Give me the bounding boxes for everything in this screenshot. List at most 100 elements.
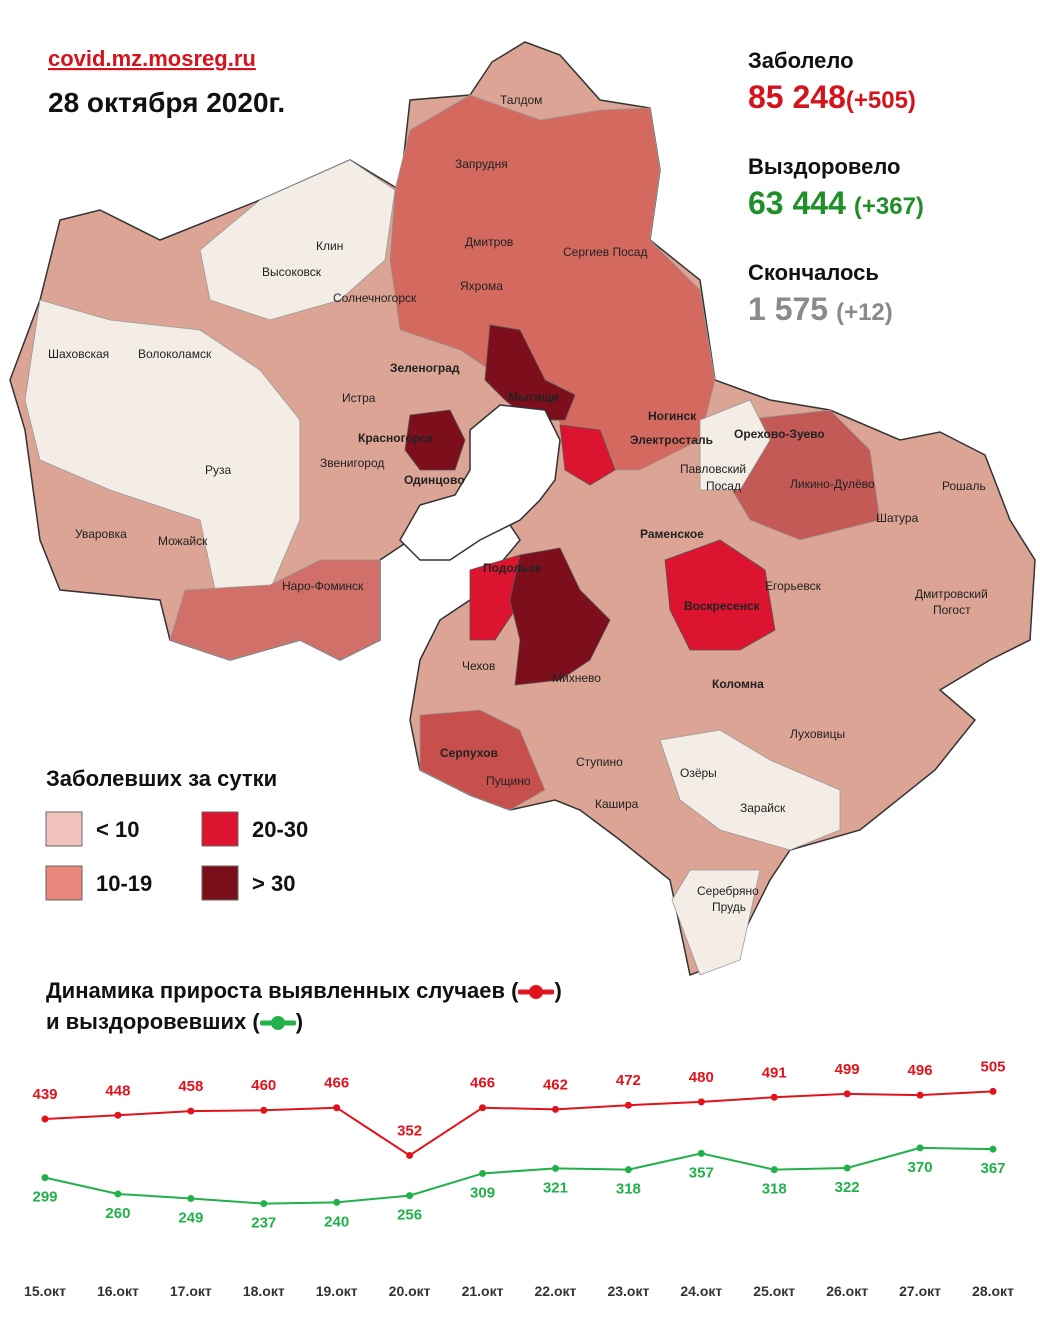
x-tick-label: 18.окт (243, 1283, 285, 1299)
city-label: Озёры (680, 766, 717, 780)
point (989, 1087, 997, 1095)
value-label: 499 (835, 1061, 860, 1078)
city-label: Дмитров (465, 235, 513, 249)
city-label: Высоковск (262, 265, 322, 279)
city-label: Раменское (640, 527, 704, 541)
stat-label: Выздоровело (748, 154, 901, 179)
legend-marker-dot (270, 1016, 285, 1031)
x-tick-label: 25.окт (753, 1283, 795, 1299)
legend-swatch (45, 865, 83, 901)
value-label: 367 (980, 1160, 1005, 1177)
point (114, 1190, 122, 1198)
value-label: 480 (689, 1069, 714, 1086)
x-tick-label: 26.окт (826, 1283, 868, 1299)
map-region (559, 424, 616, 486)
city-label: Рошаль (942, 479, 986, 493)
city-label: Михнево (552, 671, 601, 685)
map-region (659, 729, 841, 851)
value-label: 472 (616, 1072, 641, 1089)
x-tick-label: 23.окт (607, 1283, 649, 1299)
moscow (399, 404, 561, 561)
value-label: 322 (835, 1179, 860, 1196)
city-label: Шатура (876, 511, 919, 525)
city-label: Руза (205, 463, 232, 477)
legend-name: Динамика прироста выявленных случаев (46, 978, 506, 1003)
legend-label: > 30 (252, 871, 295, 896)
x-tick-label: 21.окт (462, 1283, 504, 1299)
city-label: Зеленоград (390, 361, 460, 375)
value-label: 260 (105, 1205, 130, 1222)
city-label: Клин (316, 239, 343, 253)
point (989, 1145, 997, 1153)
city-label: Чехов (462, 659, 495, 673)
value-label: 240 (324, 1213, 349, 1230)
city-label: Прудь (712, 900, 746, 914)
x-tick-label: 17.окт (170, 1283, 212, 1299)
city-label: Ногинск (648, 409, 697, 423)
map-region (671, 869, 761, 976)
stat-number: 1 575 (748, 291, 828, 327)
value-label: 460 (251, 1077, 276, 1094)
point (114, 1111, 122, 1119)
point (187, 1107, 195, 1115)
point (551, 1105, 559, 1113)
city-label: Наро-Фоминск (282, 579, 364, 593)
date: 28 октября 2020г. (48, 87, 285, 118)
map-region (419, 709, 546, 811)
legend-entry: и выздоровевших () (46, 1006, 562, 1037)
value-label: 318 (616, 1181, 641, 1198)
site-link[interactable]: covid.mz.mosreg.ru (48, 46, 256, 71)
legend-bracket: ) (295, 1009, 304, 1034)
city-label: Егорьевск (765, 579, 822, 593)
city-label: Подольск (483, 561, 542, 575)
point (551, 1164, 559, 1172)
stat-value: 1 575 (+12) (748, 291, 893, 327)
map-region (509, 547, 611, 686)
legend-marker (518, 985, 555, 1000)
x-tick-label: 24.окт (680, 1283, 722, 1299)
legend-bracket: ) (554, 978, 562, 1003)
point (333, 1198, 341, 1206)
city-label: Кашира (595, 797, 639, 811)
city-label: Запрудня (455, 157, 508, 171)
map-region (664, 539, 776, 651)
city-label: Мытищи (508, 390, 559, 404)
series-line (44, 1090, 994, 1157)
map (9, 41, 1036, 977)
value-label: 309 (470, 1184, 495, 1201)
map-region (169, 559, 381, 661)
legend-swatch (201, 811, 239, 847)
point (260, 1200, 268, 1208)
city-label: Посад (706, 479, 741, 493)
legend-title: Заболевших за сутки (46, 766, 277, 791)
value-label: 496 (908, 1062, 933, 1079)
city-label: Зарайск (740, 801, 786, 815)
value-label: 439 (32, 1086, 57, 1103)
city-label: Звенигород (320, 456, 384, 470)
stat-label: Заболело (748, 48, 854, 73)
city-label: Красногорск (358, 431, 434, 445)
point (916, 1144, 924, 1152)
city-label: Уваровка (75, 527, 127, 541)
legend-marker (259, 1016, 296, 1031)
city-label: Можайск (158, 534, 208, 548)
value-label: 352 (397, 1122, 422, 1139)
city-label: Луховицы (790, 727, 845, 741)
legend-bracket: ( (511, 978, 519, 1003)
map-region (199, 159, 396, 321)
city-label: Пущино (486, 774, 531, 788)
point (697, 1098, 705, 1106)
stat-delta: (+505) (846, 87, 916, 114)
map-region (469, 554, 521, 641)
map-region (389, 94, 716, 471)
stat-delta: (+367) (854, 193, 924, 220)
city-label: Шаховская (48, 347, 109, 361)
value-label: 505 (980, 1058, 1005, 1075)
point (843, 1164, 851, 1172)
city-label: Яхрома (460, 279, 503, 293)
city-label: Волоколамск (138, 347, 212, 361)
value-label: 237 (251, 1215, 276, 1232)
map-region (699, 399, 771, 491)
